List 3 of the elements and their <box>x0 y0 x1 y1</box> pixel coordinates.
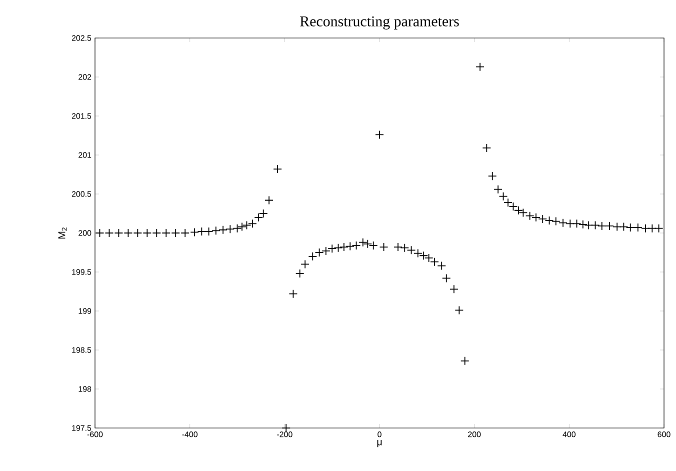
chart-title: Reconstructing parameters <box>300 16 459 30</box>
x-axis-title: μ <box>377 440 382 448</box>
y-axis-title: M$_{2}$ <box>58 228 67 239</box>
